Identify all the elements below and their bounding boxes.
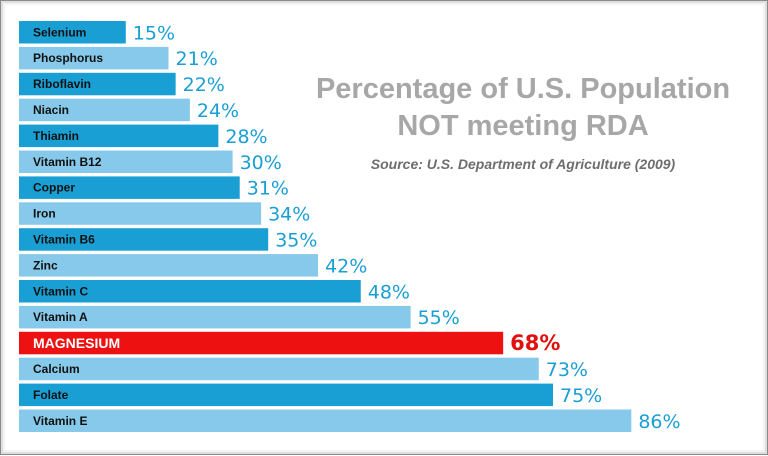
- bar-vitamin-b6: [19, 228, 269, 251]
- value-label: 34%: [268, 204, 310, 226]
- bar-label: Niacin: [33, 103, 69, 117]
- bar-label: Vitamin B12: [33, 155, 102, 169]
- value-label: 86%: [638, 411, 680, 433]
- bar-folate: [19, 383, 553, 407]
- bar-label: Iron: [33, 207, 56, 221]
- value-label: 68%: [510, 331, 560, 355]
- bar-vitamin-c: [19, 280, 361, 303]
- value-label: 30%: [240, 152, 282, 174]
- bar-label: MAGNESIUM: [33, 335, 120, 351]
- bar-label: Folate: [33, 388, 69, 402]
- value-label: 21%: [176, 48, 218, 70]
- bar-label: Copper: [33, 181, 75, 195]
- bar-niacin: [19, 98, 190, 122]
- bar-magnesium: [19, 331, 504, 355]
- value-label: 48%: [368, 281, 410, 303]
- bar-iron: [19, 202, 262, 225]
- value-label: 28%: [225, 126, 267, 148]
- value-label: 73%: [546, 359, 588, 381]
- bar-zinc: [19, 254, 319, 277]
- bar-label: Zinc: [33, 258, 58, 272]
- value-label: 35%: [275, 229, 317, 251]
- bar-phosphorus: [19, 46, 169, 70]
- bar-label: Vitamin B6: [33, 232, 95, 246]
- value-label: 31%: [247, 178, 289, 200]
- value-label: 42%: [325, 255, 367, 277]
- bar-label: Riboflavin: [33, 77, 91, 91]
- bar-label: Vitamin A: [33, 310, 88, 324]
- bar-label: Vitamin C: [33, 284, 88, 298]
- chart-title: Percentage of U.S. Population NOT meetin…: [315, 73, 731, 142]
- bar-label: Vitamin E: [33, 414, 87, 428]
- value-label: 22%: [183, 74, 225, 96]
- bar-label: Phosphorus: [33, 51, 103, 65]
- bar-selenium: [19, 21, 126, 44]
- bar-vitamin-e: [19, 409, 632, 432]
- value-label: 55%: [418, 307, 460, 329]
- bar-label: Thiamin: [33, 129, 79, 143]
- bar-label: Selenium: [33, 25, 86, 39]
- chart-source: Source: U.S. Department of Agriculture (…: [370, 156, 676, 172]
- bar-calcium: [19, 357, 539, 381]
- title-block: Percentage of U.S. Population NOT meetin…: [289, 71, 757, 172]
- value-label: 75%: [560, 385, 602, 407]
- bar-vitamin-b12: [19, 150, 233, 173]
- value-label: 15%: [133, 22, 175, 44]
- bar-copper: [19, 176, 240, 199]
- value-label: 24%: [197, 100, 239, 122]
- bar-thiamin: [19, 124, 219, 148]
- bar-riboflavin: [19, 72, 176, 96]
- bar-vitamin-a: [19, 305, 411, 329]
- bar-label: Calcium: [33, 362, 80, 376]
